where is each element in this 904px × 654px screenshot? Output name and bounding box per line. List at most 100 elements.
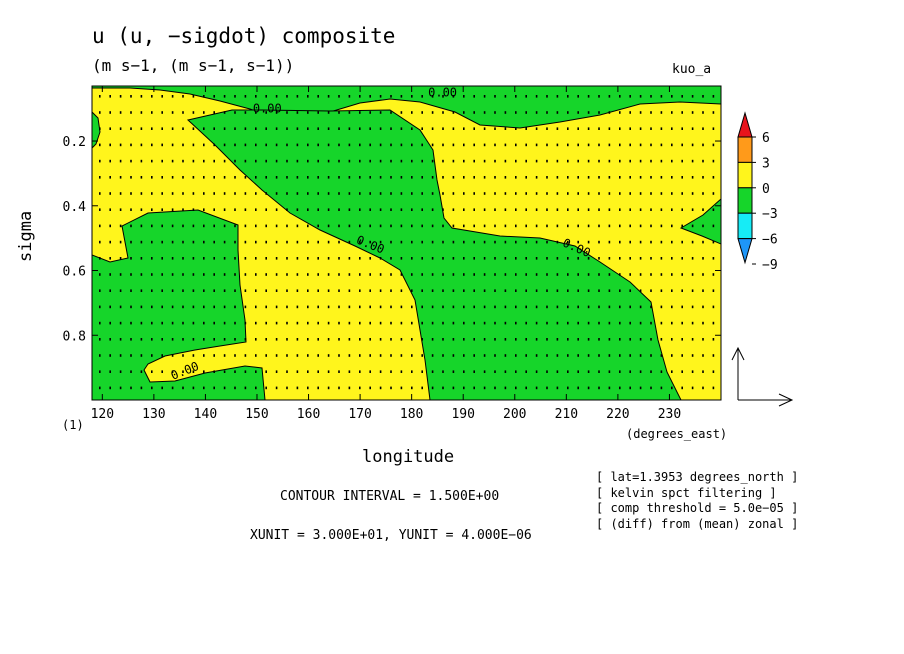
vector-arrow — [119, 95, 122, 98]
vector-arrow — [223, 192, 226, 195]
vector-arrow — [244, 95, 247, 98]
vector-arrow — [515, 95, 517, 98]
vector-arrow — [223, 257, 226, 260]
vector-arrow — [712, 386, 715, 390]
vector-arrow — [307, 386, 309, 390]
vector-arrow — [411, 192, 413, 195]
vector-arrow — [171, 257, 174, 260]
vector-arrow — [119, 305, 122, 309]
vector-arrow — [567, 370, 569, 373]
vector-arrow — [400, 127, 403, 130]
vector-arrow — [400, 321, 403, 325]
vector-arrow — [307, 208, 309, 211]
vector-arrow — [348, 321, 351, 325]
vector-arrow — [535, 354, 538, 357]
vector-arrow — [681, 159, 683, 163]
vector-arrow — [567, 354, 569, 357]
x-tick-label: 180 — [400, 407, 423, 422]
vector-arrow — [338, 95, 340, 98]
vector-arrow — [109, 305, 111, 309]
vector-arrow — [442, 386, 444, 390]
vector-arrow — [203, 224, 205, 228]
vector-arrow — [546, 208, 548, 211]
vector-arrow — [182, 143, 184, 147]
vector-arrow — [660, 354, 663, 357]
vector-arrow — [213, 305, 215, 309]
vector-arrow — [390, 305, 392, 309]
vector-arrow — [286, 289, 288, 292]
vector-arrow — [702, 224, 704, 228]
vector-arrow — [702, 338, 704, 341]
vector-arrow — [650, 321, 652, 325]
vector-arrow — [234, 257, 236, 260]
vector-arrow — [234, 386, 236, 390]
vector-arrow — [608, 240, 611, 244]
vector-arrow — [244, 370, 247, 373]
vector-arrow — [296, 111, 299, 114]
vector-arrow — [411, 208, 413, 211]
vector-arrow — [411, 176, 413, 179]
vector-arrow — [99, 208, 101, 211]
vector-arrow — [379, 273, 382, 276]
vector-arrow — [712, 273, 715, 276]
vector-arrow — [452, 257, 455, 260]
vector-arrow — [390, 127, 392, 130]
vector-arrow — [577, 289, 579, 292]
vector-arrow — [192, 143, 195, 147]
vector-arrow — [327, 192, 330, 195]
vector-arrow — [681, 95, 683, 98]
vector-arrow — [400, 143, 403, 147]
vector-arrow — [421, 192, 423, 195]
vector-arrow — [234, 176, 236, 179]
vector-arrow — [275, 370, 278, 373]
vector-arrow — [327, 370, 330, 373]
vector-arrow — [213, 159, 215, 163]
vector-arrow — [255, 127, 257, 130]
vector-arrow — [702, 289, 704, 292]
vector-arrow — [421, 111, 423, 114]
vector-arrow — [411, 370, 413, 373]
vector-arrow — [515, 143, 517, 147]
vector-arrow — [535, 305, 538, 309]
vector-arrow — [171, 111, 174, 114]
vector-arrow — [119, 289, 122, 292]
vector-arrow — [546, 338, 548, 341]
vector-arrow — [192, 354, 195, 357]
vector-arrow — [265, 257, 267, 260]
vector-arrow — [140, 354, 143, 357]
vector-arrow — [234, 354, 236, 357]
vector-arrow — [463, 321, 465, 325]
vector-arrow — [619, 354, 621, 357]
vector-arrow — [182, 386, 184, 390]
vector-arrow — [702, 257, 704, 260]
vector-arrow — [421, 305, 423, 309]
vector-arrow — [587, 321, 590, 325]
vector-arrow — [317, 208, 319, 211]
vector-arrow — [629, 321, 631, 325]
note-line: [ lat=1.3953 degrees_north ] — [596, 470, 799, 484]
colorbar: 6 3 0 −3 −6 −9 — [737, 111, 778, 273]
vector-arrow — [587, 273, 590, 276]
vector-arrow — [140, 257, 143, 260]
vector-arrow — [338, 273, 340, 276]
vector-arrow — [587, 257, 590, 260]
vector-arrow — [619, 192, 621, 195]
vector-arrow — [712, 192, 715, 195]
vector-arrow — [348, 338, 351, 341]
vector-arrow — [442, 208, 444, 211]
vector-arrow — [275, 338, 278, 341]
vector-arrow — [494, 273, 496, 276]
vector-arrow — [681, 224, 683, 228]
vector-arrow — [577, 159, 579, 163]
vector-arrow — [463, 354, 465, 357]
vector-arrow — [151, 159, 153, 163]
vector-arrow — [244, 192, 247, 195]
vector-arrow — [307, 305, 309, 309]
vector-arrow — [577, 370, 579, 373]
colorbar-label: −9 — [762, 258, 778, 273]
vector-arrow — [421, 338, 423, 341]
vector-arrow — [650, 127, 652, 130]
vector-arrow — [317, 224, 319, 228]
vector-arrow — [286, 386, 288, 390]
vector-arrow — [390, 257, 392, 260]
